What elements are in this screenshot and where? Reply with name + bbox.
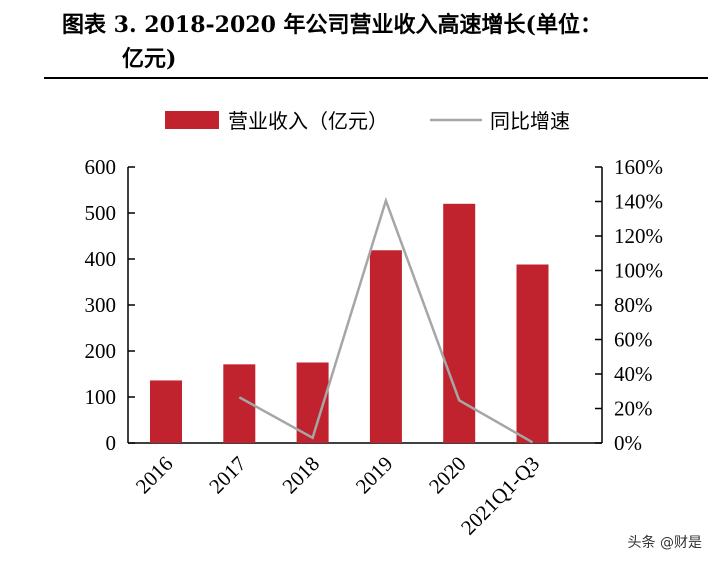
left-tick-label: 600	[85, 155, 117, 179]
right-tick-label: 100%	[614, 259, 663, 283]
title-divider	[44, 77, 708, 79]
right-tick-label: 140%	[614, 190, 663, 214]
bar-2020	[443, 203, 476, 443]
right-tick-label: 120%	[614, 224, 663, 248]
title-line-1: 图表 3. 2018-2020 年公司营业收入高速增长(单位：	[62, 12, 602, 38]
legend-bar-swatch	[165, 111, 219, 129]
left-tick-label: 100	[85, 385, 117, 409]
x-tick-label: 2016	[131, 452, 178, 499]
right-tick-label: 20%	[614, 397, 653, 421]
bar-2021Q1-Q3	[516, 264, 549, 443]
right-tick-label: 80%	[614, 293, 653, 317]
bar-2019	[369, 250, 402, 443]
x-tick-label: 2018	[277, 452, 324, 499]
x-tick-label: 2021Q1-Q3	[456, 452, 544, 540]
right-tick-label: 60%	[614, 328, 653, 352]
right-tick-label: 0%	[614, 431, 642, 455]
figure-title: 图表 3. 2018-2020 年公司营业收入高速增长(单位： 亿元)	[62, 8, 702, 76]
watermark: 头条 @财是	[627, 535, 702, 551]
x-tick-label: 2019	[351, 452, 398, 499]
left-tick-label: 400	[85, 247, 117, 271]
left-tick-label: 500	[85, 201, 117, 225]
left-tick-label: 0	[106, 431, 117, 455]
bar-2016	[150, 380, 182, 443]
x-tick-label: 2017	[204, 452, 251, 499]
left-tick-label: 200	[85, 339, 117, 363]
right-tick-label: 40%	[614, 362, 653, 386]
title-line-2: 亿元)	[122, 46, 177, 72]
legend-line-label: 同比增速	[490, 109, 570, 133]
left-tick-label: 300	[85, 293, 117, 317]
right-tick-label: 160%	[614, 155, 663, 179]
x-tick-label: 2020	[424, 452, 471, 499]
legend-bar-label: 营业收入（亿元）	[228, 109, 388, 133]
